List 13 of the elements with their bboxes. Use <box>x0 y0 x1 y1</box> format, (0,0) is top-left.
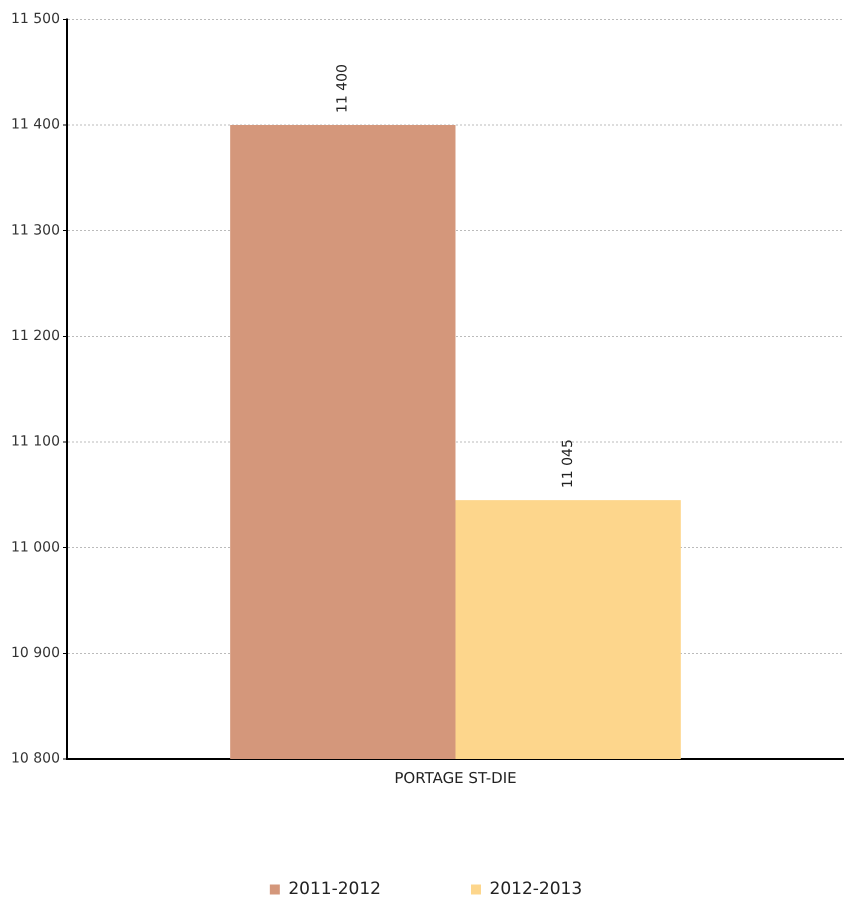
y-tick-label: 11 100 <box>10 434 60 450</box>
y-tick-label: 11 500 <box>10 11 60 28</box>
y-tick-label: 10 900 <box>10 644 60 661</box>
data-label: 11 045 <box>560 439 576 488</box>
legend-label: 2012-2013 <box>490 878 582 899</box>
y-tick-label: 11 000 <box>10 539 60 556</box>
y-tick-label: 11 300 <box>10 222 60 238</box>
data-label: 11 400 <box>334 64 350 114</box>
x-tick-label: PORTAGE ST-DIE <box>394 768 517 787</box>
y-tick-label: 11 400 <box>10 116 60 133</box>
y-tick-label: 10 800 <box>10 750 60 767</box>
y-tick-label: 11 200 <box>10 328 60 344</box>
legend-label: 2011-2012 <box>288 878 382 899</box>
